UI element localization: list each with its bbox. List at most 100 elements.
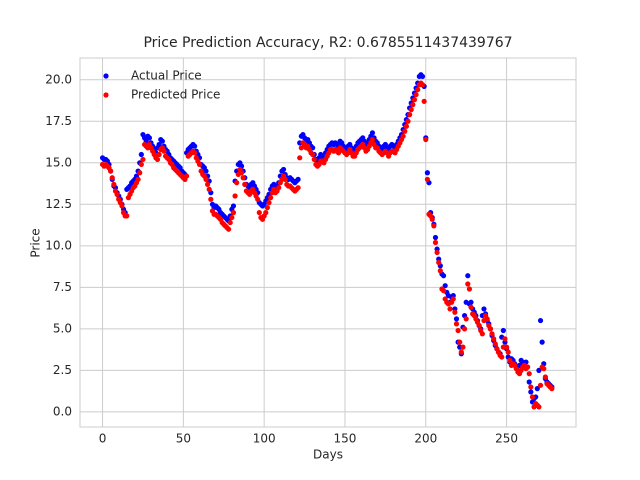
point: [537, 382, 544, 388]
point: [137, 170, 143, 176]
point: [440, 288, 447, 294]
point: [156, 141, 162, 148]
point: [549, 386, 555, 392]
x-axis-label: Days: [313, 448, 343, 462]
point: [453, 316, 460, 322]
point: [109, 175, 115, 181]
point: [295, 185, 301, 191]
point: [192, 150, 198, 156]
point: [230, 210, 237, 216]
point: [192, 143, 198, 149]
legend-marker: [103, 92, 109, 98]
point: [455, 327, 461, 334]
point: [528, 384, 534, 390]
point: [434, 249, 440, 256]
point: [369, 136, 376, 143]
point: [423, 136, 429, 143]
point: [502, 336, 508, 342]
point: [507, 357, 513, 364]
point: [419, 73, 426, 80]
point: [528, 389, 534, 395]
point: [232, 193, 238, 199]
point: [526, 379, 532, 385]
point: [461, 326, 468, 332]
point: [458, 349, 464, 355]
y-tick-label: 12.5: [45, 197, 72, 211]
point: [402, 128, 408, 134]
point: [161, 148, 167, 154]
point: [204, 181, 211, 187]
point: [450, 296, 456, 302]
point: [457, 339, 463, 345]
point: [413, 92, 419, 98]
chart-title: Price Prediction Accuracy, R2: 0.6785511…: [143, 35, 512, 51]
y-tick-label: 20.0: [45, 72, 72, 86]
point: [226, 226, 232, 232]
point: [503, 344, 510, 350]
legend-marker: [103, 73, 109, 79]
point: [264, 205, 270, 211]
point: [400, 133, 406, 139]
point: [297, 155, 303, 161]
point: [452, 309, 458, 315]
point: [424, 170, 430, 176]
y-tick-label: 2.5: [53, 363, 72, 377]
point: [484, 316, 490, 322]
point: [481, 306, 487, 312]
point: [460, 344, 466, 350]
point: [442, 283, 448, 289]
point: [440, 273, 447, 279]
y-tick-label: 15.0: [45, 155, 72, 169]
y-tick-label: 7.5: [53, 280, 72, 294]
point: [541, 366, 547, 372]
point: [242, 181, 248, 187]
point: [411, 97, 418, 103]
point: [229, 214, 235, 221]
point: [479, 331, 485, 337]
point: [492, 341, 498, 347]
point: [234, 180, 240, 186]
point: [196, 161, 203, 168]
point: [256, 210, 262, 216]
point: [159, 138, 165, 144]
point: [403, 123, 409, 129]
point: [140, 156, 146, 163]
y-tick-label: 10.0: [45, 238, 72, 252]
point: [119, 203, 125, 209]
point: [505, 349, 511, 355]
point: [295, 176, 301, 182]
point: [536, 404, 542, 410]
point: [424, 176, 430, 182]
point: [135, 176, 141, 182]
point: [208, 196, 214, 202]
point: [421, 98, 427, 104]
point: [405, 118, 411, 124]
point: [138, 151, 144, 158]
point: [463, 316, 469, 322]
point: [255, 196, 261, 202]
point: [529, 394, 536, 400]
point: [437, 268, 443, 274]
point: [419, 82, 426, 88]
x-tick-label: 200: [414, 432, 437, 446]
point: [500, 327, 506, 334]
point: [230, 203, 237, 209]
point: [276, 185, 282, 191]
point: [280, 166, 287, 173]
point: [203, 168, 209, 174]
y-tick-label: 17.5: [45, 114, 72, 128]
point: [410, 102, 416, 108]
point: [536, 367, 542, 373]
point: [263, 210, 269, 216]
x-tick-label: 250: [495, 432, 518, 446]
point: [489, 331, 495, 337]
point: [431, 223, 437, 229]
point: [146, 135, 153, 141]
point: [415, 87, 421, 93]
point: [369, 130, 376, 136]
point: [240, 175, 246, 181]
point: [429, 216, 435, 222]
point: [542, 374, 548, 380]
point: [534, 386, 540, 392]
point: [282, 176, 288, 182]
